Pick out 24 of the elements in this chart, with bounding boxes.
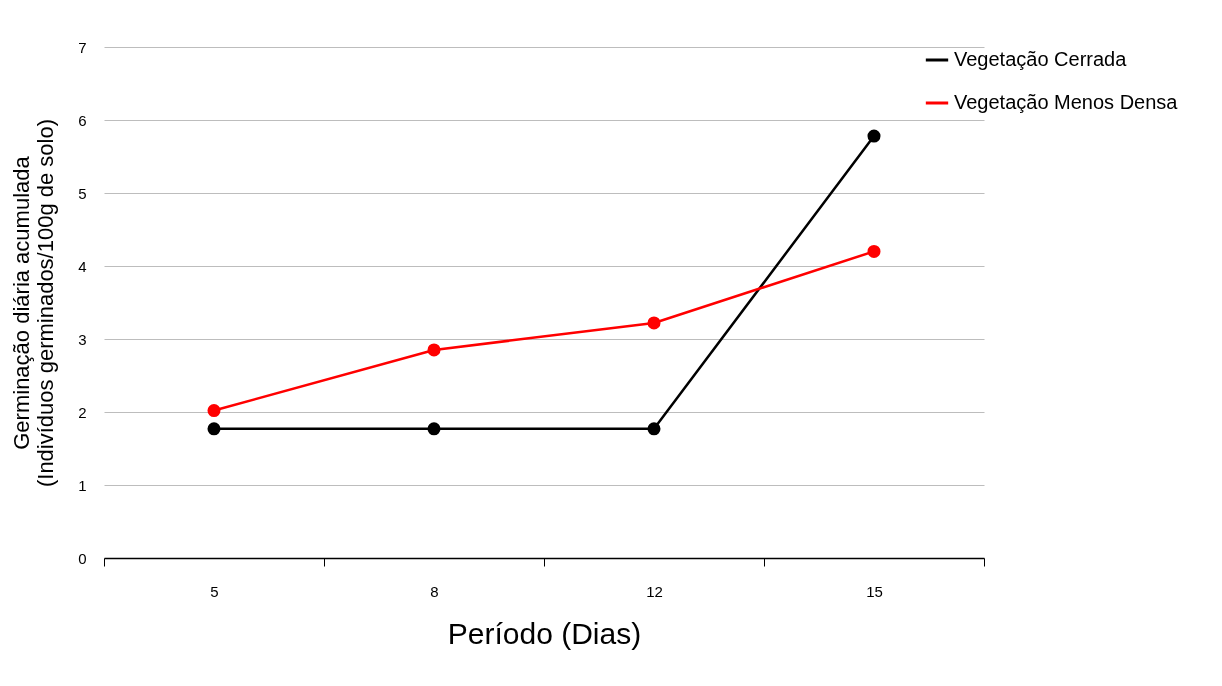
point <box>207 422 221 436</box>
point <box>867 129 881 143</box>
x-tick-label: 5 <box>210 582 219 600</box>
y-tick-label: 4 <box>78 257 87 275</box>
y-tick-label: 0 <box>78 549 87 567</box>
x-tick-label: 8 <box>430 582 439 600</box>
point <box>867 244 881 258</box>
y-tick-label: 1 <box>78 476 87 494</box>
point <box>427 422 441 436</box>
y-tick-label: 6 <box>78 111 87 129</box>
point <box>647 316 661 330</box>
y-tick-label: 2 <box>78 403 87 421</box>
point <box>427 343 441 357</box>
point <box>647 422 661 436</box>
x-tick-label: 12 <box>646 582 663 600</box>
point <box>207 404 221 418</box>
y-tick-label: 5 <box>78 184 87 202</box>
legend-label: Vegetação Menos Densa <box>954 91 1179 113</box>
y-tick-label: 7 <box>78 38 87 56</box>
x-tick-label: 15 <box>866 582 883 600</box>
y-axis-title: Germinação diária acumulada (Indivíduos germinados/100g de solo) <box>9 118 59 488</box>
legend-label: Vegetação Cerrada <box>954 48 1128 70</box>
y-tick-label: 3 <box>78 330 87 348</box>
x-axis-title: Período (Dias) <box>447 616 642 650</box>
